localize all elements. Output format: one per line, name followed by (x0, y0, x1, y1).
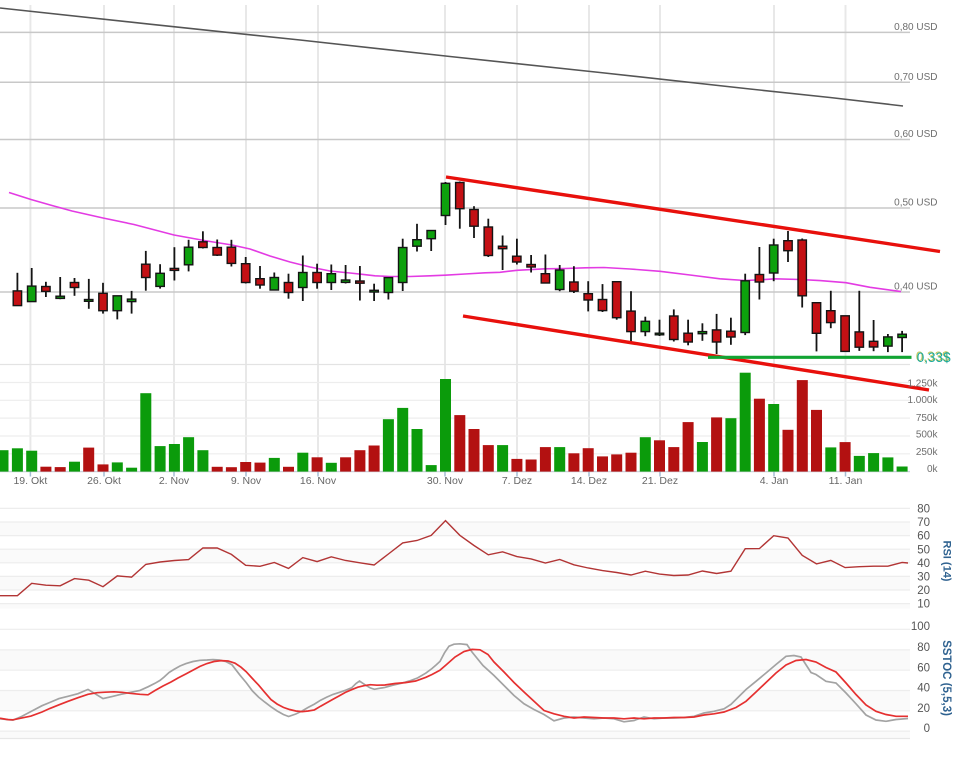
svg-text:100: 100 (911, 621, 930, 633)
svg-text:16. Nov: 16. Nov (300, 475, 337, 487)
svg-text:500k: 500k (916, 430, 939, 441)
svg-text:50: 50 (917, 544, 930, 556)
svg-text:60: 60 (917, 662, 930, 674)
svg-text:10: 10 (917, 599, 930, 611)
svg-text:0,80 USD: 0,80 USD (894, 22, 937, 33)
svg-text:30. Nov: 30. Nov (427, 475, 464, 487)
svg-text:2. Nov: 2. Nov (159, 475, 190, 487)
svg-text:4. Jan: 4. Jan (760, 475, 789, 487)
svg-text:750k: 750k (916, 413, 939, 424)
svg-text:21. Dez: 21. Dez (642, 475, 678, 487)
svg-text:40: 40 (917, 558, 930, 570)
svg-text:1.250k: 1.250k (907, 378, 938, 389)
svg-text:0: 0 (924, 723, 930, 735)
svg-text:30: 30 (917, 572, 930, 584)
svg-text:0,40 USD: 0,40 USD (894, 282, 937, 293)
svg-text:80: 80 (917, 504, 930, 516)
svg-text:14. Dez: 14. Dez (571, 475, 607, 487)
svg-text:7. Dez: 7. Dez (502, 475, 532, 487)
svg-text:26. Okt: 26. Okt (87, 475, 121, 487)
svg-text:0k: 0k (927, 464, 939, 475)
svg-text:11. Jan: 11. Jan (829, 475, 863, 487)
svg-text:19. Okt: 19. Okt (13, 475, 47, 487)
svg-text:SSTOC (5,5,3): SSTOC (5,5,3) (940, 640, 952, 716)
svg-text:9. Nov: 9. Nov (231, 475, 262, 487)
svg-text:0,33$: 0,33$ (917, 350, 951, 365)
svg-text:70: 70 (917, 517, 930, 529)
svg-text:20: 20 (917, 585, 930, 597)
svg-text:0,33$: 0,33$ (916, 349, 950, 364)
svg-text:RSI (14): RSI (14) (941, 541, 953, 582)
svg-text:0,60 USD: 0,60 USD (894, 129, 937, 140)
svg-text:1.000k: 1.000k (907, 395, 938, 406)
svg-text:40: 40 (917, 683, 930, 695)
svg-text:250k: 250k (916, 447, 939, 458)
svg-text:0,50 USD: 0,50 USD (894, 198, 937, 209)
svg-text:0,70 USD: 0,70 USD (894, 72, 937, 83)
svg-text:80: 80 (917, 642, 930, 654)
svg-text:60: 60 (917, 531, 930, 543)
svg-text:20: 20 (917, 703, 930, 715)
